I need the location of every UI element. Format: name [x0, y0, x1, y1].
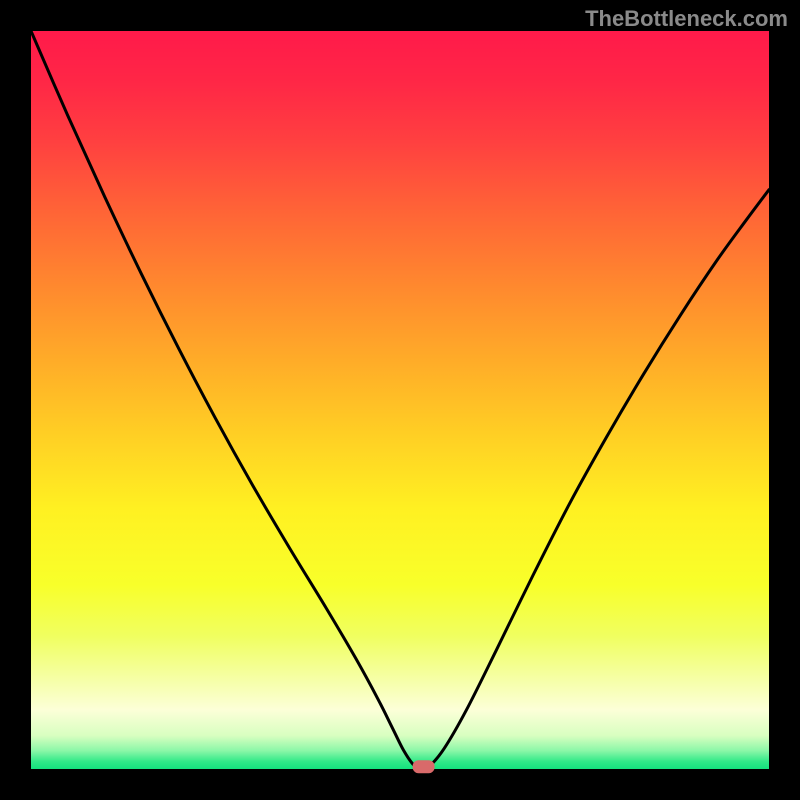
chart-svg — [0, 0, 800, 800]
watermark-text: TheBottleneck.com — [585, 6, 788, 32]
optimal-marker — [413, 760, 435, 773]
chart-container: TheBottleneck.com — [0, 0, 800, 800]
plot-background — [31, 31, 769, 769]
